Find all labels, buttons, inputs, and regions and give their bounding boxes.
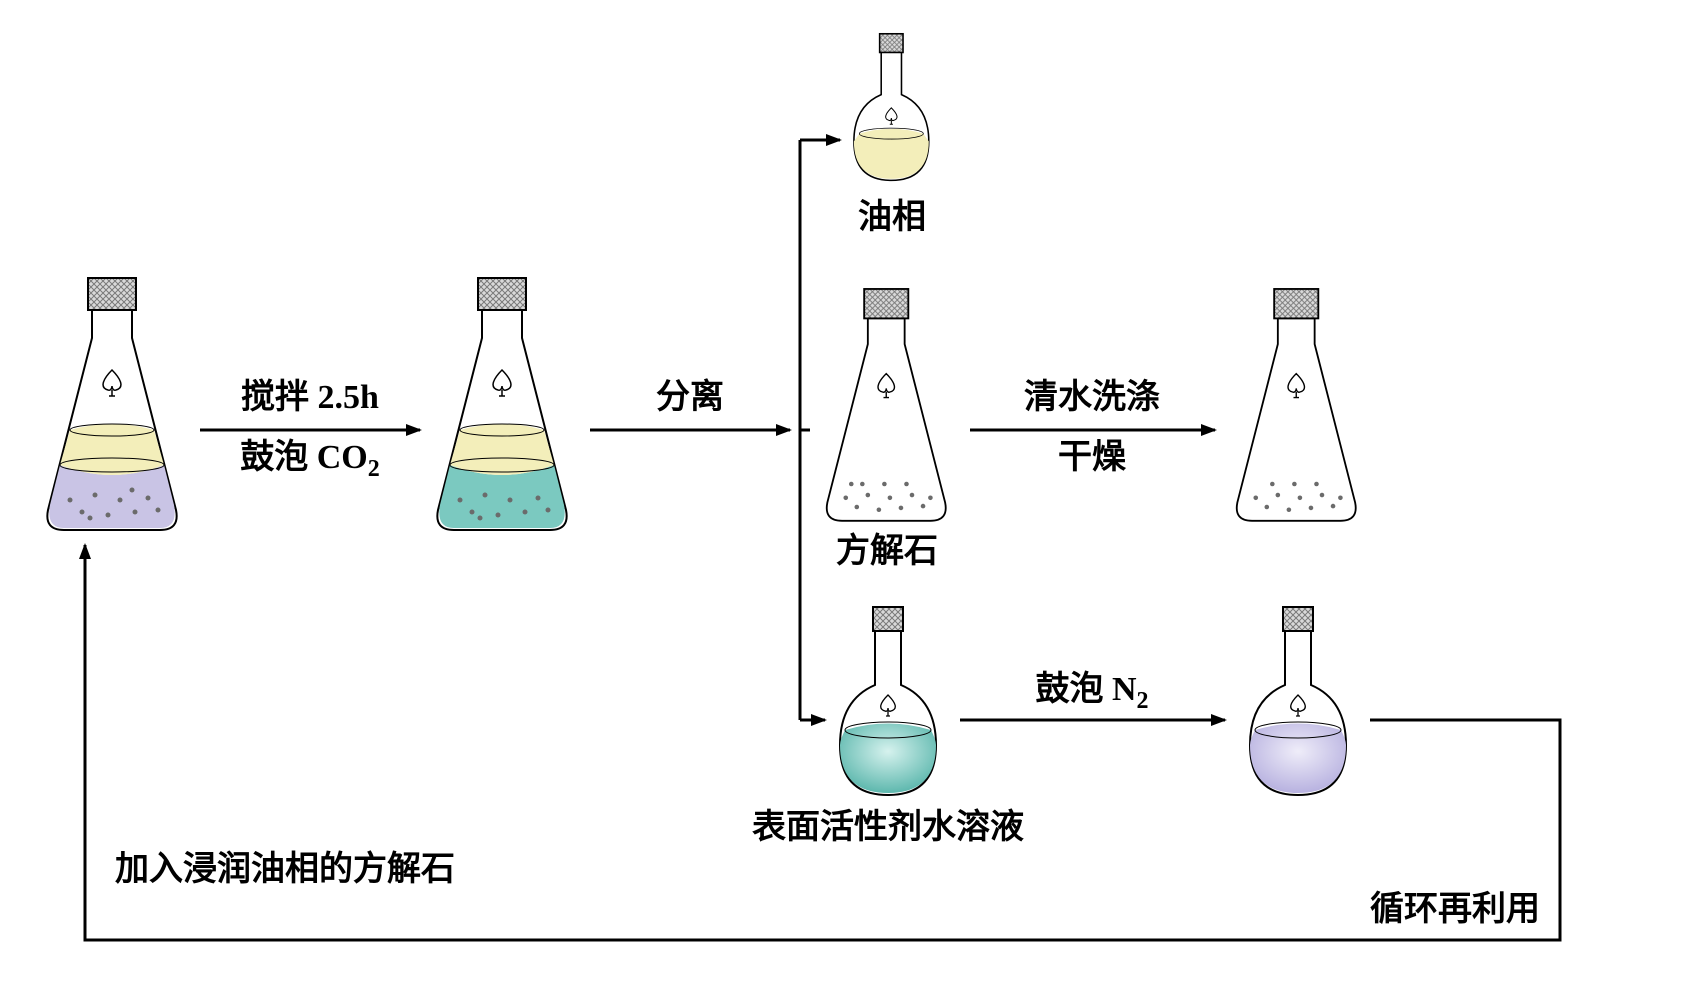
flask-oil-phase <box>854 34 929 181</box>
label-step1-line1: 搅拌 2.5h <box>241 378 379 416</box>
flask-washed <box>1237 289 1356 521</box>
label-surfactant: 表面活性剂水溶液 <box>752 808 1024 846</box>
label-wash-line2: 干燥 <box>1058 438 1127 476</box>
label-recycle-left: 加入浸润油相的方解石 <box>115 850 455 888</box>
flask-surfactant <box>840 607 936 795</box>
flask-calcite <box>827 289 946 521</box>
label-step2: 分离 <box>656 377 724 416</box>
label-bubble-n2: 鼓泡 N2 <box>1035 670 1148 714</box>
process-diagram: 搅拌 2.5h 鼓泡 CO2 分离 油相 方解石 清水洗涤 干燥 表面活性剂水溶… <box>0 0 1702 1000</box>
label-recycle-right: 循环再利用 <box>1370 890 1540 928</box>
label-calcite: 方解石 <box>836 532 938 570</box>
flask-start <box>47 278 176 530</box>
label-step1-line2: 鼓泡 CO2 <box>240 438 380 482</box>
label-wash-line1: 清水洗涤 <box>1024 378 1160 416</box>
label-oil-phase: 油相 <box>858 198 926 236</box>
flask-after-stir <box>437 278 566 530</box>
flask-after-n2 <box>1250 607 1346 795</box>
